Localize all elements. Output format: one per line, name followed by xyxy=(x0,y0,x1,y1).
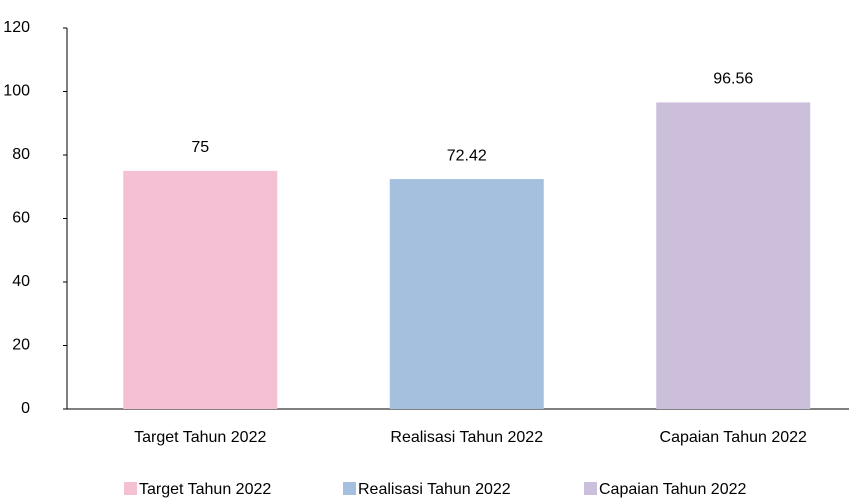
bar xyxy=(656,102,811,409)
y-tick-label: 60 xyxy=(12,210,30,227)
bar xyxy=(389,179,544,409)
legend-label: Capaian Tahun 2022 xyxy=(599,481,746,498)
bar xyxy=(123,170,278,409)
y-tick-label: 0 xyxy=(21,400,30,417)
y-tick-label: 80 xyxy=(12,146,30,163)
y-tick-label: 120 xyxy=(3,19,30,36)
y-tick-label: 20 xyxy=(12,337,30,354)
x-tick-label: Capaian Tahun 2022 xyxy=(660,429,807,446)
data-label: 96.56 xyxy=(713,71,753,88)
x-tick-label: Target Tahun 2022 xyxy=(134,429,266,446)
legend-swatch xyxy=(124,482,137,495)
legend-label: Realisasi Tahun 2022 xyxy=(358,481,511,498)
data-label: 75 xyxy=(191,139,209,156)
y-tick-label: 40 xyxy=(12,273,30,290)
legend-swatch xyxy=(584,482,597,495)
legend-swatch xyxy=(343,482,356,495)
x-tick-label: Realisasi Tahun 2022 xyxy=(390,429,543,446)
data-label: 72.42 xyxy=(447,147,487,164)
legend-label: Target Tahun 2022 xyxy=(139,481,271,498)
y-tick-label: 100 xyxy=(3,83,30,100)
